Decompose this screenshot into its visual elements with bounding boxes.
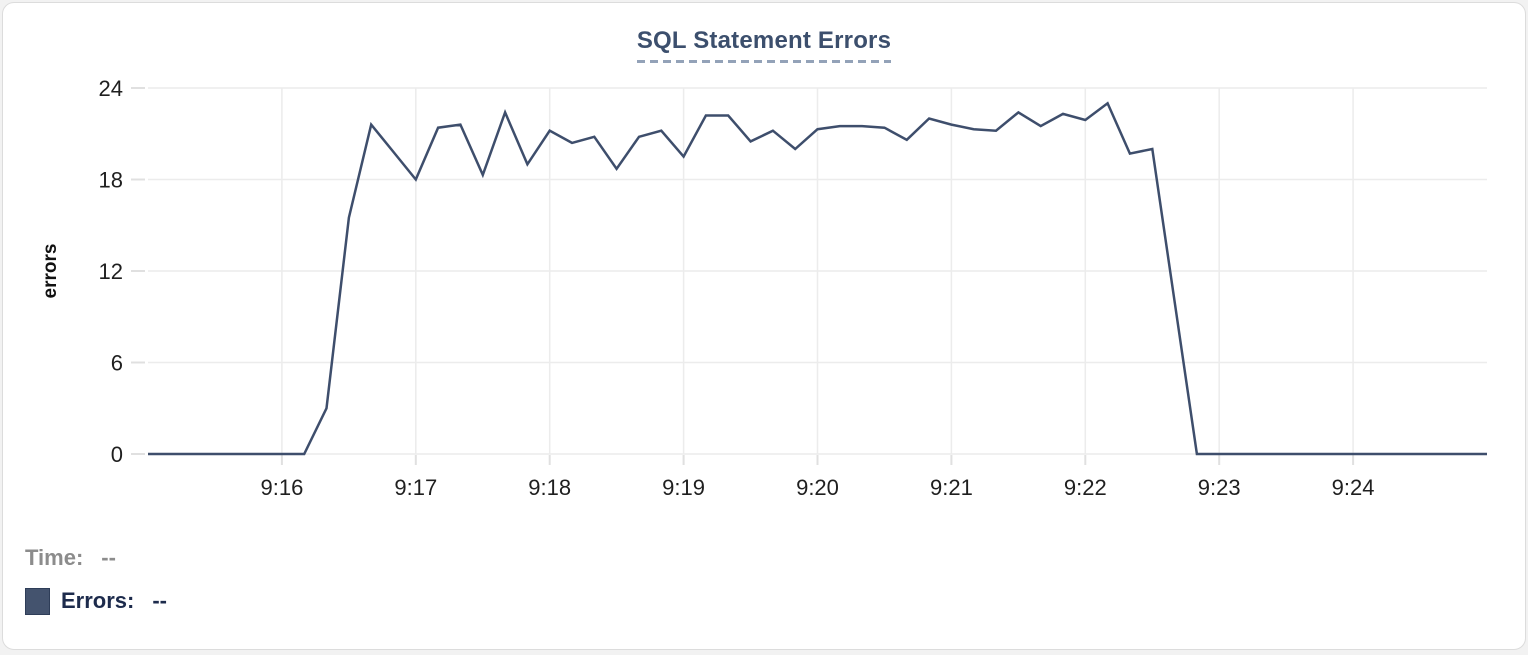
errors-value: -- <box>152 588 168 613</box>
title-dashed-underline <box>636 60 892 63</box>
y-tick-label: 6 <box>111 351 123 376</box>
x-tick-label: 9:19 <box>662 475 705 500</box>
errors-chart-canvas[interactable]: 0 6 12 18 24 9:16 9:17 9:18 9:19 9:20 9:21 9:22 9:23… <box>3 3 1528 655</box>
y-tick-label: 0 <box>111 442 123 467</box>
x-tick-label: 9:24 <box>1332 475 1375 500</box>
chart-title-text: SQL Statement Errors <box>636 27 892 54</box>
x-tick-label: 9:20 <box>796 475 839 500</box>
chart-header: SQL Statement Errors <box>3 27 1525 63</box>
y-tick-label: 18 <box>99 168 123 193</box>
y-tick-label: 24 <box>99 76 123 101</box>
x-tick-label: 9:23 <box>1198 475 1241 500</box>
chart-legend: Time: -- Errors: -- <box>25 543 167 616</box>
time-label: Time: <box>25 545 84 570</box>
y-axis-title: errors <box>40 243 61 299</box>
time-value: -- <box>101 545 116 570</box>
x-tick-label: 9:18 <box>528 475 571 500</box>
errors-series-line[interactable] <box>148 101 1487 456</box>
x-tick-label: 9:17 <box>394 475 437 500</box>
x-tick-label: 9:21 <box>930 475 973 500</box>
chart-title-link[interactable]: SQL Statement Errors <box>636 27 892 63</box>
x-tick-label: 9:22 <box>1064 475 1107 500</box>
errors-series-swatch <box>25 587 50 615</box>
legend-item-errors[interactable]: Errors: -- <box>25 586 167 616</box>
hover-time-readout: Time: -- <box>25 543 167 573</box>
errors-label: Errors: <box>61 588 135 613</box>
y-tick-label: 12 <box>99 259 123 284</box>
x-tick-label: 9:16 <box>260 475 303 500</box>
